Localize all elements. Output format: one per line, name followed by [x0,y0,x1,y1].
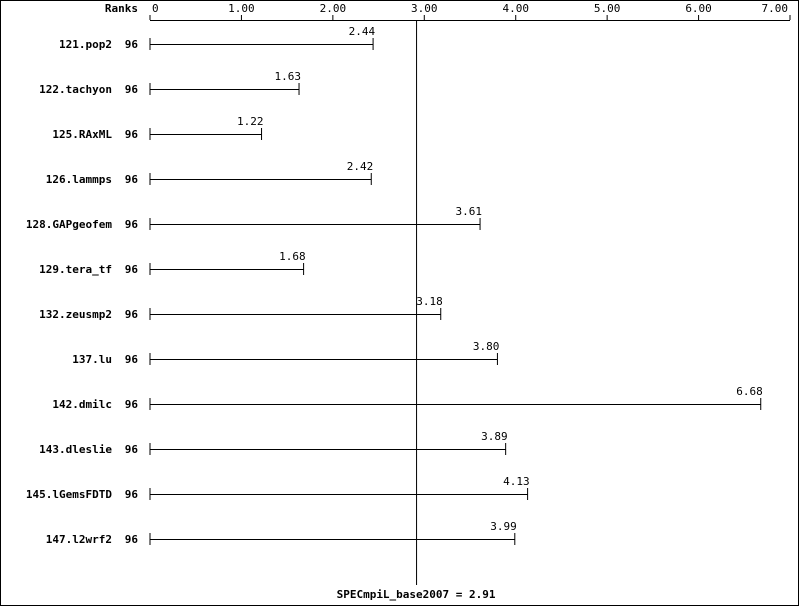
bar-value-label: 3.18 [416,295,443,308]
ranks-value: 96 [125,263,139,276]
chart-border [1,1,799,606]
x-tick-label: 5.00 [594,2,621,15]
bar-value-label: 3.99 [490,520,517,533]
x-tick-label: 0 [152,2,159,15]
bar-value-label: 3.80 [473,340,500,353]
benchmark-label: 121.pop2 [59,38,112,51]
bar-value-label: 6.68 [736,385,763,398]
bar-value-label: 2.44 [349,25,376,38]
ranks-value: 96 [125,398,139,411]
spec-chart: 0 1.00 2.00 3.00 4.00 5.00 6.00 7.00 Ranks 121.po… [0,0,799,606]
ranks-value: 96 [125,83,139,96]
ranks-value: 96 [125,488,139,501]
x-tick-label: 3.00 [411,2,438,15]
benchmark-label: 142.dmilc [52,398,112,411]
benchmark-label: 137.lu [72,353,112,366]
x-tick-label: 7.00 [762,2,789,15]
benchmark-label: 145.lGemsFDTD [26,488,112,501]
benchmark-label: 129.tera_tf [39,263,112,276]
x-tick-label: 1.00 [228,2,255,15]
bar-value-label: 3.89 [481,430,508,443]
bar-value-label: 2.42 [347,160,374,173]
bar-value-label: 1.22 [237,115,264,128]
chart-svg: 0 1.00 2.00 3.00 4.00 5.00 6.00 7.00 Ranks 121.po… [0,0,799,606]
benchmark-label: 128.GAPgeofem [26,218,112,231]
ranks-value: 96 [125,353,139,366]
ranks-value: 96 [125,38,139,51]
x-tick-label: 4.00 [502,2,529,15]
bar-value-label: 3.61 [456,205,483,218]
x-tick-label: 2.00 [320,2,347,15]
benchmark-label: 122.tachyon [39,83,112,96]
ranks-value: 96 [125,308,139,321]
bar-value-label: 1.68 [279,250,306,263]
ranks-value: 96 [125,533,139,546]
bar-value-label: 4.13 [503,475,530,488]
benchmark-label: 132.zeusmp2 [39,308,112,321]
bar-value-label: 1.63 [275,70,302,83]
ranks-value: 96 [125,128,139,141]
ranks-value: 96 [125,443,139,456]
benchmark-label: 143.dleslie [39,443,112,456]
benchmark-label: 147.l2wrf2 [46,533,112,546]
reference-label: SPECmpiL_base2007 = 2.91 [337,588,496,601]
benchmark-label: 125.RAxML [52,128,112,141]
ranks-header: Ranks [105,2,138,15]
ranks-value: 96 [125,218,139,231]
benchmark-label: 126.lammps [46,173,112,186]
ranks-value: 96 [125,173,139,186]
x-tick-label: 6.00 [685,2,712,15]
